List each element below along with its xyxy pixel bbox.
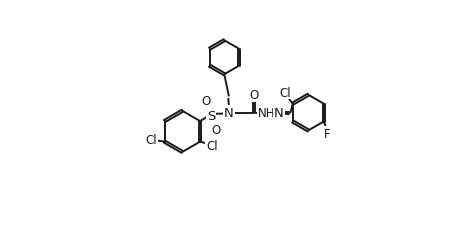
Text: O: O	[212, 124, 221, 137]
Text: O: O	[201, 95, 210, 108]
Text: S: S	[207, 109, 215, 122]
Text: N: N	[224, 107, 234, 120]
Text: N: N	[274, 107, 284, 120]
Text: Cl: Cl	[145, 134, 157, 147]
Text: F: F	[324, 127, 331, 140]
Text: NH: NH	[257, 107, 275, 120]
Text: O: O	[249, 89, 258, 102]
Text: Cl: Cl	[280, 86, 291, 99]
Text: Cl: Cl	[206, 139, 218, 152]
